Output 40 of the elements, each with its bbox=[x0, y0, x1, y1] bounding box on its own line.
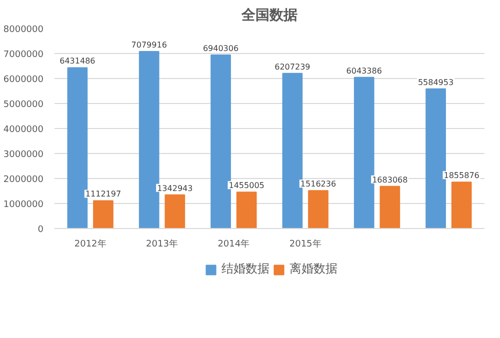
y-tick-label: 4000000 bbox=[3, 125, 44, 135]
data-label: 6940306 bbox=[202, 44, 239, 53]
bar bbox=[282, 72, 303, 228]
y-tick-label: 2000000 bbox=[3, 175, 44, 185]
data-label: 6207239 bbox=[274, 62, 310, 72]
legend-label: 结婚数据 bbox=[222, 260, 270, 278]
bar bbox=[164, 194, 186, 228]
y-tick-label: 7000000 bbox=[3, 50, 44, 60]
bar bbox=[236, 192, 257, 228]
legend-label: 离婚数据 bbox=[290, 260, 338, 278]
x-tick-label: 2012年 bbox=[74, 238, 106, 250]
y-tick-label: 1000000 bbox=[3, 200, 44, 210]
data-label: 7079916 bbox=[131, 40, 167, 50]
data-label: 1342943 bbox=[157, 184, 193, 193]
x-tick-label: 2013年 bbox=[146, 238, 178, 250]
chart-title: 全国数据 bbox=[240, 8, 298, 24]
data-label: 1455005 bbox=[228, 181, 264, 190]
bar bbox=[308, 190, 328, 228]
y-tick-label: 3000000 bbox=[3, 150, 44, 160]
data-label: 1516236 bbox=[300, 180, 336, 189]
bar bbox=[451, 182, 472, 228]
bar bbox=[93, 200, 114, 228]
bar bbox=[67, 67, 88, 228]
data-label: 1112197 bbox=[85, 190, 122, 199]
data-label: 5584953 bbox=[418, 78, 454, 87]
bar bbox=[354, 76, 374, 228]
data-label: 6431486 bbox=[60, 56, 96, 66]
bar bbox=[138, 51, 160, 228]
data-label: 6043386 bbox=[346, 66, 382, 76]
data-label: 1855876 bbox=[444, 171, 480, 180]
bar bbox=[210, 54, 231, 228]
y-tick-label: 8000000 bbox=[3, 25, 44, 35]
data-label: 1683068 bbox=[372, 175, 408, 184]
x-tick-label: 2015年 bbox=[289, 238, 322, 250]
bar bbox=[380, 186, 400, 228]
bar bbox=[426, 88, 446, 228]
y-tick-label: 5000000 bbox=[3, 100, 44, 110]
x-tick-label: 2014年 bbox=[218, 238, 250, 250]
y-tick-label: 0 bbox=[38, 225, 44, 235]
y-tick-label: 6000000 bbox=[3, 75, 44, 85]
